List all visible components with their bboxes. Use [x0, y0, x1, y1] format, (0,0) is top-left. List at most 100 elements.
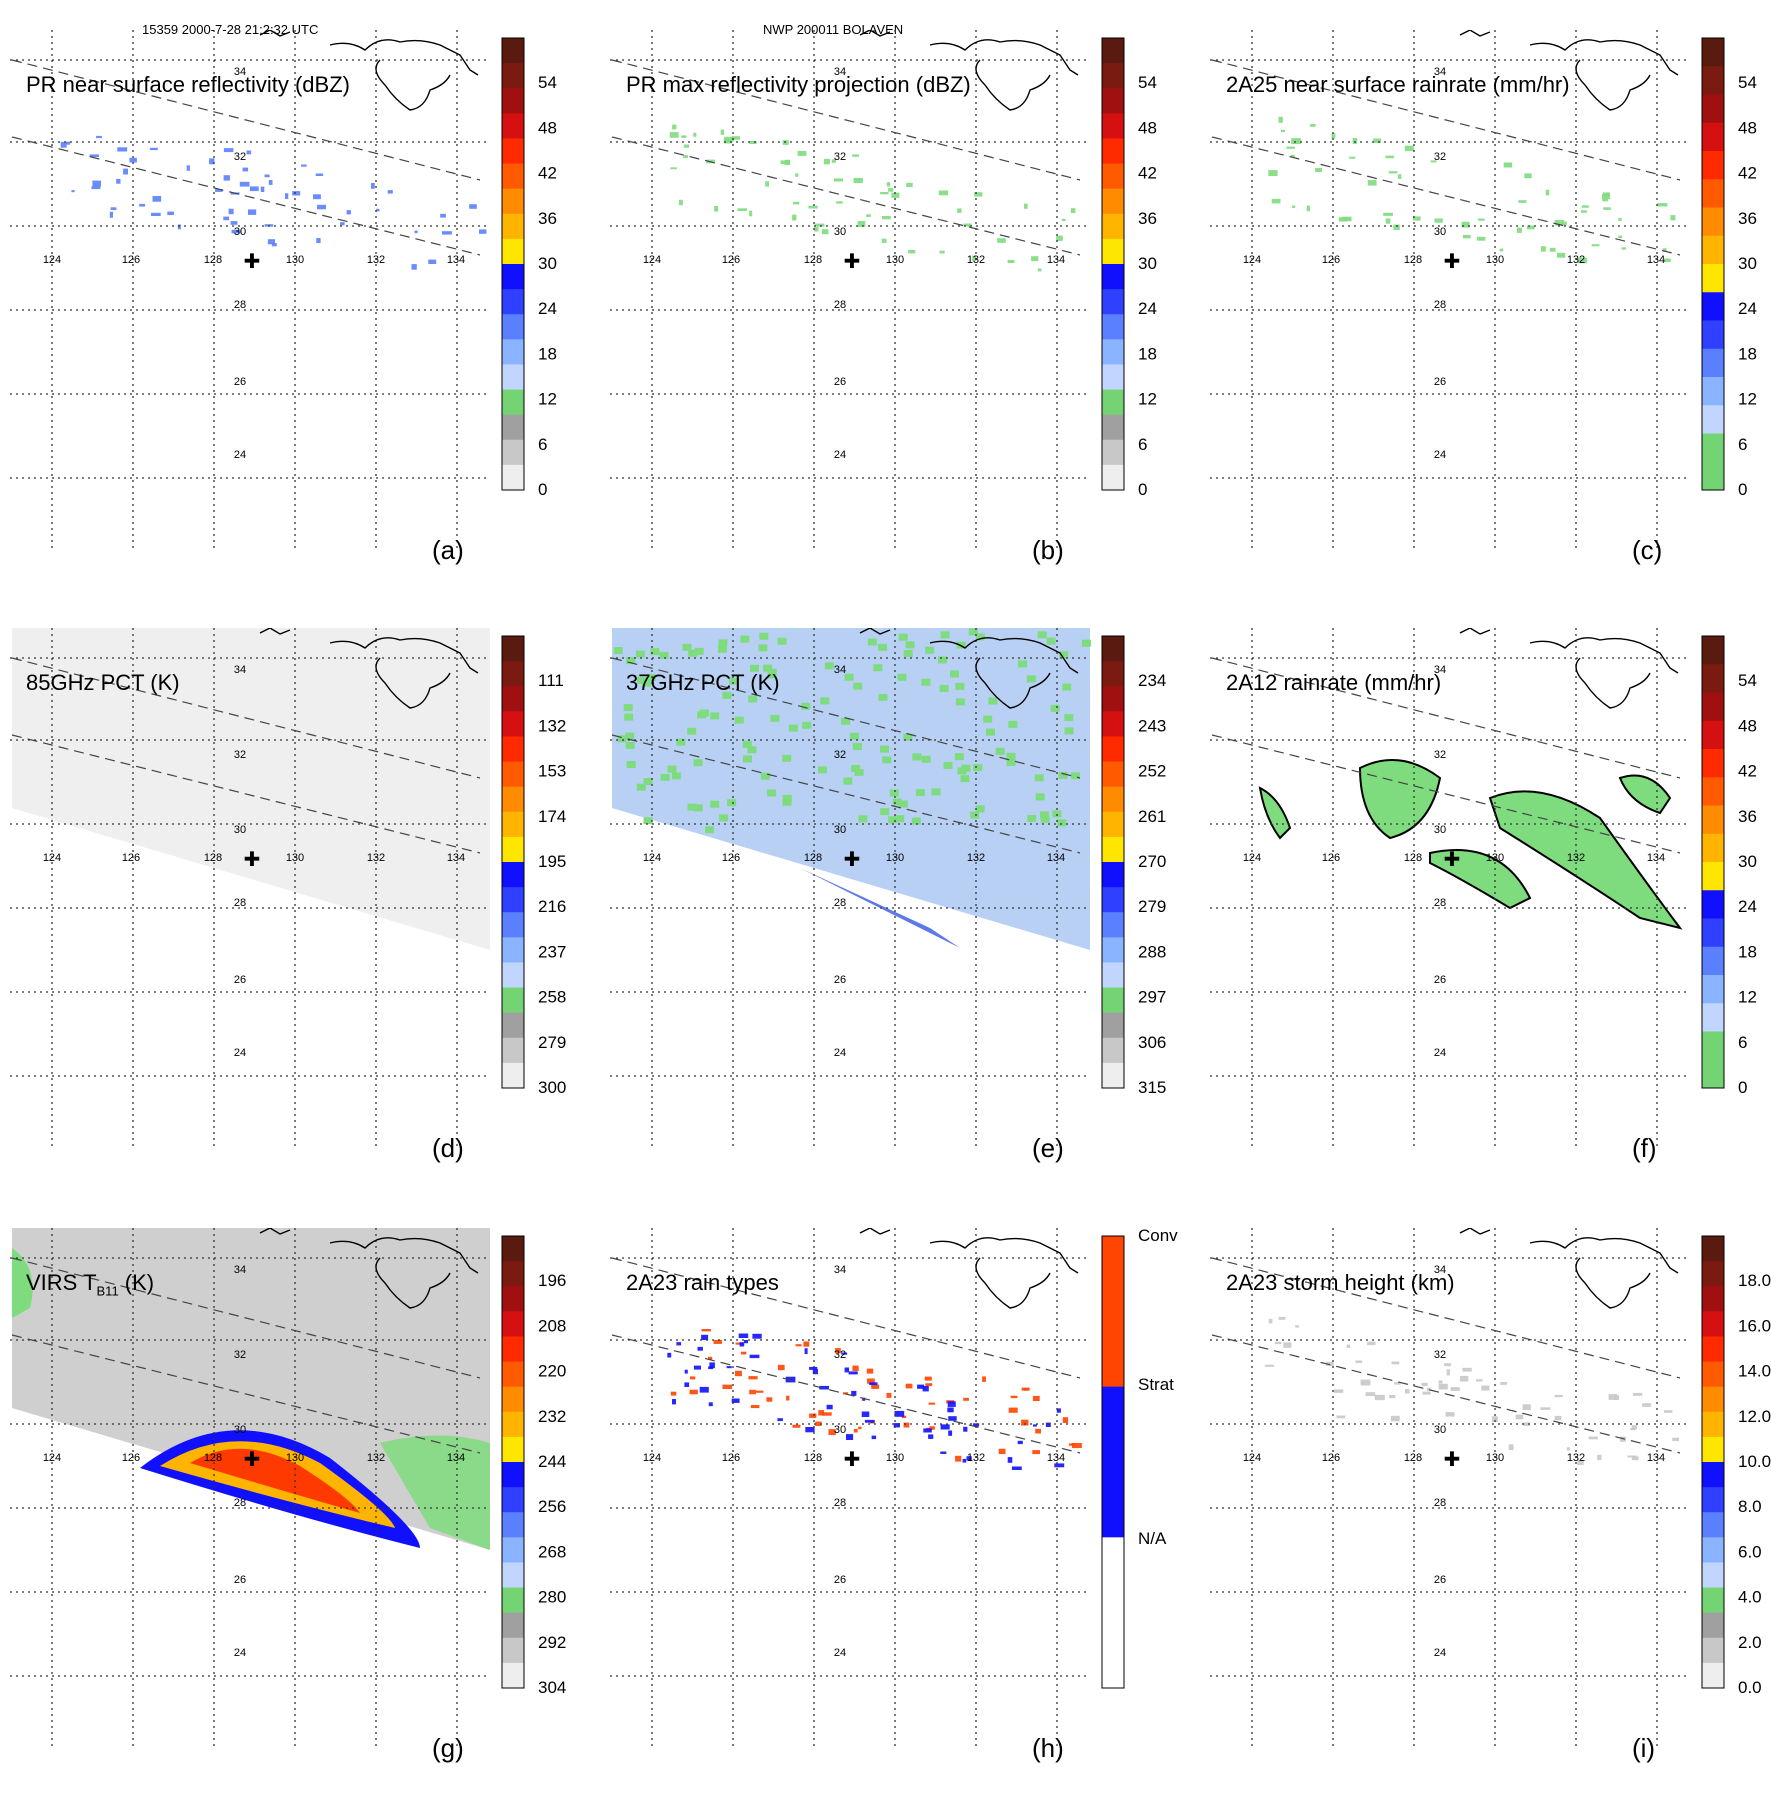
colorbar-segment [1102, 138, 1124, 165]
lon-labels: 124 126 128 130 132 134 [1243, 852, 1665, 864]
colorbar-segment [1702, 1436, 1724, 1463]
colorbar-tick-label: 280 [538, 1588, 566, 1607]
colorbar-tick-label: 153 [538, 762, 566, 781]
lon-tick-label: 132 [967, 852, 985, 864]
colorbar: 196 208 220 232 244 256 268 280 292 304 [501, 1235, 566, 1697]
colorbar-tick-label: 304 [538, 1678, 566, 1697]
map-svg: 124 126 128 130 132 134343230282624✚544842363… [1210, 30, 1757, 550]
colorbar-tick-label: 292 [538, 1633, 566, 1652]
lat-lon-grid [610, 628, 1090, 1148]
rain-pixels [667, 1333, 1065, 1470]
panel-title: 2A23 rain types [626, 1270, 779, 1295]
panel-label: (g) [432, 1733, 464, 1763]
lat-tick-label: 24 [834, 1647, 846, 1659]
pr-swath-edges [11, 1257, 481, 1454]
lon-tick-label: 126 [122, 852, 140, 864]
map-panel-a: 124 126 128 130 132 134 34 32 30 28 26 24 ✚ 54 48 42 36 3… [0, 30, 600, 620]
lon-tick-label: 130 [1486, 1452, 1504, 1464]
colorbar-tick-label: 12 [1138, 390, 1157, 409]
lat-lon-grid [1210, 1228, 1690, 1748]
colorbar-segment [1702, 1537, 1724, 1563]
colorbar-tick-label: 24 [538, 299, 557, 318]
lat-labels: 34 32 30 28 26 24 [234, 66, 246, 461]
swath-background [612, 628, 1090, 950]
lat-tick-label: 26 [1434, 974, 1446, 986]
colorbar-segment [502, 1436, 524, 1463]
lat-tick-label: 24 [834, 1047, 846, 1059]
colorbar-segment [502, 213, 524, 240]
colorbar-tick-label: 10.0 [1738, 1452, 1771, 1471]
colorbar: 111 132 153 174 195 216 237 258 279 300 [501, 635, 566, 1097]
colorbar-segment [1702, 1336, 1724, 1363]
lat-tick-label: 28 [234, 897, 246, 909]
lat-tick-label: 28 [1434, 1497, 1446, 1509]
lat-tick-label: 34 [234, 664, 246, 676]
lon-tick-label: 130 [286, 1452, 304, 1464]
colorbar-segment [1102, 113, 1124, 139]
colorbar-tick-label: 54 [1138, 73, 1157, 92]
colorbar-segment [1102, 213, 1124, 240]
colorbar-segment [1702, 777, 1724, 806]
colorbar-segment [1702, 94, 1724, 124]
map-svg: 124 126 128 130 132 134343230282624✚544842363… [1210, 628, 1757, 1148]
colorbar-segment [1102, 38, 1124, 64]
colorbar-tick-label: 30 [1138, 254, 1157, 273]
colorbar-tick-label: 174 [538, 807, 566, 826]
lat-tick-label: 32 [834, 151, 846, 163]
lat-tick-label: 30 [1434, 824, 1446, 836]
colorbar-segment [1702, 1059, 1724, 1089]
colorbar-segment [502, 1062, 524, 1089]
colorbar-segment [502, 88, 524, 114]
colorbar-tick-label: 279 [538, 1033, 566, 1052]
colorbar-tick-label: 252 [1138, 762, 1166, 781]
colorbar-segment [1702, 264, 1724, 293]
colorbar-segment [502, 238, 524, 265]
panel-label: (h) [1032, 1733, 1064, 1763]
colorbar-tick-label: 216 [538, 897, 566, 916]
lon-tick-label: 132 [1567, 254, 1585, 266]
map-panel-b: 124 126 128 130 132 134 34 32 30 28 26 24 ✚ 54 48 42 36 3… [600, 30, 1200, 620]
passive-rain-area [1258, 759, 1683, 930]
colorbar-tick-label: 18 [1138, 344, 1157, 363]
colorbar-segment [1102, 314, 1124, 340]
colorbar-segment [502, 1512, 524, 1538]
colorbar-tick-label: 54 [1738, 671, 1757, 690]
lon-tick-label: 132 [367, 254, 385, 266]
colorbar-tick-label: 132 [538, 716, 566, 735]
lat-lon-grid [10, 30, 490, 550]
lon-tick-label: 126 [722, 1452, 740, 1464]
lat-tick-label: 34 [1434, 66, 1446, 78]
colorbar-tick-label: 306 [1138, 1033, 1166, 1052]
lat-tick-label: 32 [1434, 749, 1446, 761]
colorbar-tick-label: 48 [1738, 118, 1757, 137]
map-svg: 124 126 128 130 132 134343230282624✚544842363… [610, 30, 1157, 550]
colorbar-segment [502, 711, 524, 737]
colorbar-segment [502, 836, 524, 863]
lat-tick-label: 26 [234, 1574, 246, 1586]
lat-tick-label: 26 [834, 1574, 846, 1586]
colorbar-segment [1702, 1003, 1724, 1032]
colorbar-segment [1102, 761, 1124, 788]
colorbar-tick-label: 208 [538, 1316, 566, 1335]
lat-tick-label: 30 [234, 1424, 246, 1436]
colorbar-segment [502, 811, 524, 838]
lat-tick-label: 32 [234, 151, 246, 163]
colorbar-segment [502, 1662, 524, 1689]
lat-tick-label: 30 [234, 226, 246, 238]
colorbar-segment [1702, 890, 1724, 919]
colorbar-segment [1102, 1537, 1124, 1689]
colorbar-tick-label: 0 [1738, 480, 1747, 499]
colorbar-tick-label: 8.0 [1738, 1497, 1762, 1516]
colorbar-segment [1702, 1487, 1724, 1513]
colorbar-segment [1102, 786, 1124, 813]
colorbar-segment [1102, 289, 1124, 315]
lat-labels: 34 32 30 28 26 24 [834, 66, 846, 461]
colorbar-segment [502, 414, 524, 441]
colorbar-segment [1102, 862, 1124, 888]
panel-title: 85GHz PCT (K) [26, 670, 180, 695]
colorbar-segment [1702, 122, 1724, 152]
colorbar-segment [1102, 887, 1124, 913]
colorbar-tick-label: 4.0 [1738, 1588, 1762, 1607]
lat-tick-label: 34 [1434, 664, 1446, 676]
lon-tick-label: 128 [204, 1452, 222, 1464]
